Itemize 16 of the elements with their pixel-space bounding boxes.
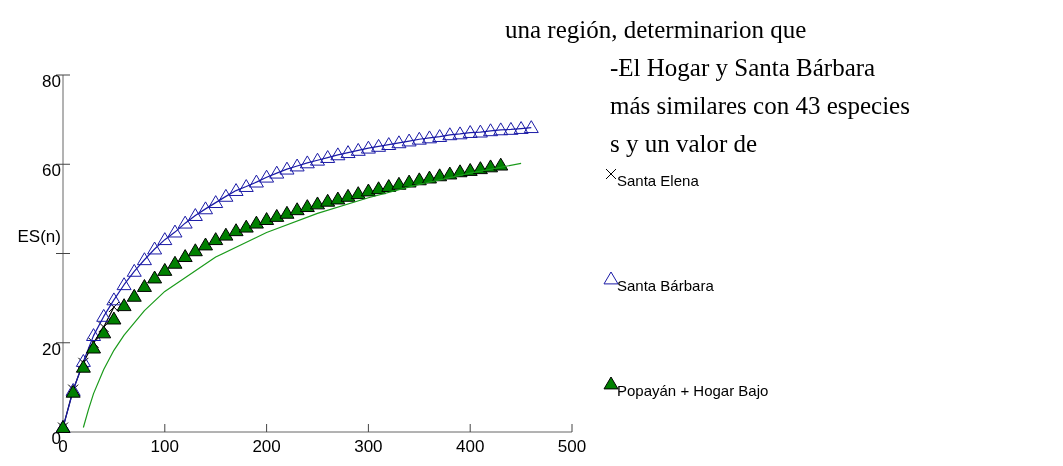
x-tick-label: 500 (557, 437, 587, 456)
text: más similares con 43 especies (610, 92, 910, 119)
x-tick-label: 100 (150, 437, 179, 456)
legend-label: Santa Bárbara (617, 277, 715, 294)
x-tick-label: 200 (252, 437, 281, 456)
y-tick-label: 80 (42, 72, 61, 91)
y-tick-label: 20 (42, 339, 61, 359)
x-tick-label: 300 (354, 437, 383, 456)
text: una región, determinarion que (505, 16, 807, 43)
legend-label: Popayán + Hogar Bajo (617, 382, 769, 399)
y-axis-title: ES(n) (17, 226, 61, 246)
legend-label: Santa Elena (617, 172, 700, 189)
x-tick-label: 400 (456, 437, 485, 456)
y-tick-label: 60 (42, 161, 61, 181)
text: -El Hogar y Santa Bárbara (610, 54, 876, 81)
text: s y un valor de (610, 130, 758, 157)
